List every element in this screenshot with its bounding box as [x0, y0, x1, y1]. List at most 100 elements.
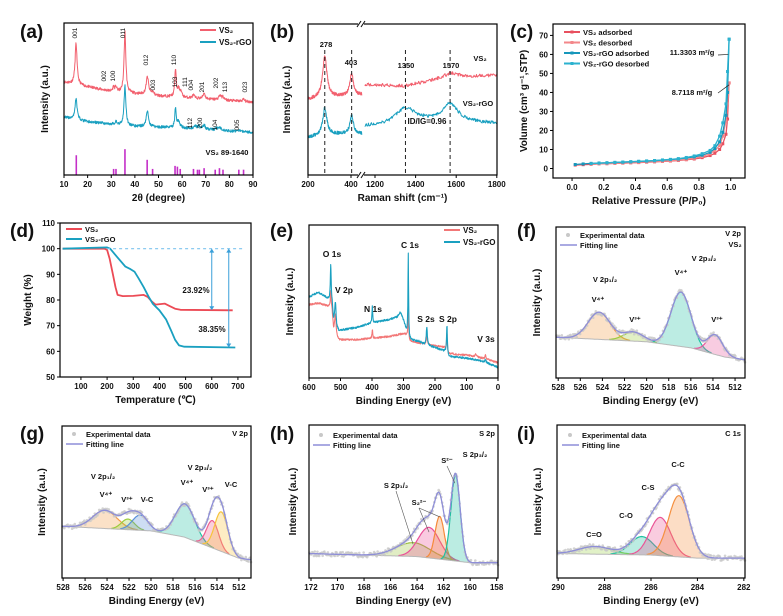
annotation: V 2p₁/₂	[593, 275, 617, 284]
y-tick-label: 0	[544, 164, 549, 173]
annotation: 002	[101, 70, 108, 81]
fitting-line	[309, 472, 498, 564]
legend-label: Experimental data	[333, 431, 398, 440]
plot-frame	[307, 23, 498, 176]
x-tick-label: 514	[210, 583, 224, 592]
experimental-data-point	[566, 548, 570, 551]
x-tick-label: 100	[74, 382, 88, 391]
legend-dot-icon	[72, 432, 76, 436]
experimental-data-point	[710, 558, 714, 561]
data-point	[645, 159, 649, 163]
x-tick-label: 0.0	[566, 183, 578, 192]
x-tick-label: 200	[428, 383, 442, 392]
experimental-data-point	[340, 554, 344, 558]
axis-break-icon	[360, 171, 366, 179]
experimental-data-point	[615, 331, 619, 334]
legend-marker-icon	[570, 62, 574, 65]
legend-label: VS₂	[219, 26, 234, 35]
fitting-line	[556, 291, 746, 361]
data-point	[668, 157, 672, 161]
y-axis-title: Intensity (a.u.)	[532, 269, 543, 337]
data-point	[724, 132, 728, 136]
x-axis-title: Raman shift (cm⁻¹)	[358, 193, 448, 204]
experimental-data-point	[619, 545, 623, 548]
experimental-data-point	[321, 554, 324, 558]
data-point	[718, 144, 722, 148]
annotation: S 2p₁/₂	[384, 481, 408, 490]
annotation-leader-line	[395, 490, 414, 545]
data-point	[724, 102, 728, 106]
x-tick-label: 0	[496, 383, 501, 392]
x-tick-label: 166	[384, 583, 398, 592]
annotation: V³⁺	[711, 315, 723, 324]
y-tick-label: 10	[539, 145, 548, 154]
experimental-data-point	[709, 332, 713, 335]
experimental-data-point	[138, 509, 142, 513]
annotation: 8.7118 m²/g	[672, 88, 713, 97]
legend-marker-icon	[570, 51, 574, 55]
annotation: O 1s	[323, 249, 342, 259]
x-axis-title: Binding Energy (eV)	[109, 596, 205, 607]
experimental-data-point	[312, 554, 316, 558]
x-tick-label: 526	[78, 583, 92, 592]
data-point	[684, 155, 688, 159]
y-tick-label: 60	[46, 347, 55, 356]
data-point	[637, 159, 641, 163]
legend-marker-icon	[570, 41, 574, 44]
annotation: 005	[234, 119, 241, 130]
legend-label: Experimental data	[580, 231, 645, 240]
annotation: 112	[187, 117, 194, 128]
fit-component-area	[694, 334, 737, 359]
data-point	[589, 162, 593, 166]
y-tick-label: 90	[46, 270, 55, 279]
x-tick-label: 500	[334, 383, 348, 392]
annotation: S 2p₃/₂	[463, 450, 488, 459]
annotation: 001	[72, 27, 79, 38]
x-tick-label: 518	[166, 583, 180, 592]
annotation: V⁴⁺	[100, 490, 113, 499]
x-tick-label: 200	[301, 180, 315, 189]
y-tick-label: 100	[42, 245, 56, 254]
annotation: 113	[222, 81, 229, 92]
annotation: V 2p₃/₂	[188, 463, 213, 472]
x-tick-label: 520	[144, 583, 158, 592]
arrow-label: 38.35%	[198, 325, 225, 334]
data-point	[660, 158, 664, 162]
data-point	[676, 157, 680, 161]
experimental-data-point	[102, 511, 105, 514]
panel-label: (f)	[517, 221, 536, 242]
fit-component-line	[610, 535, 673, 557]
experimental-data-point	[101, 507, 105, 510]
experimental-data-point	[73, 522, 77, 526]
data-point	[724, 119, 728, 123]
x-tick-label: 170	[331, 583, 345, 592]
experimental-data-point	[706, 557, 709, 561]
panel-b: 200 400 1200 1400 1600 1800 Raman shift (cm⁻¹)…	[270, 20, 506, 204]
legend-label: Experimental data	[86, 430, 151, 439]
fit-component-area	[646, 495, 711, 559]
annotation: ID/IG=0.96	[408, 117, 447, 126]
x-tick-label: 516	[188, 583, 202, 592]
experimental-data-point	[719, 559, 723, 562]
experimental-data-point	[152, 528, 155, 532]
annotation: 110	[171, 54, 178, 65]
annotation: V 3s	[477, 334, 495, 344]
legend-label: VS₂ adsorbed	[583, 28, 633, 37]
legend-label: Fitting line	[333, 441, 371, 450]
experimental-data-point	[316, 550, 319, 554]
x-tick-label: 400	[153, 382, 167, 391]
fit-component-area	[567, 312, 631, 341]
experimental-data-point	[474, 559, 477, 562]
experimental-data-point	[567, 337, 571, 341]
x-tick-label: 282	[737, 583, 751, 592]
experimental-data-point	[622, 333, 626, 337]
y-axis-title: Intensity (a.u.)	[40, 65, 51, 133]
legend-dot-icon	[566, 233, 570, 237]
annotation: VS₂	[473, 54, 486, 63]
plot-frame	[59, 222, 252, 378]
fit-component-line	[629, 516, 691, 558]
data-point	[721, 121, 725, 125]
x-tick-label: 400	[365, 383, 379, 392]
legend-label: Fitting line	[580, 241, 618, 250]
